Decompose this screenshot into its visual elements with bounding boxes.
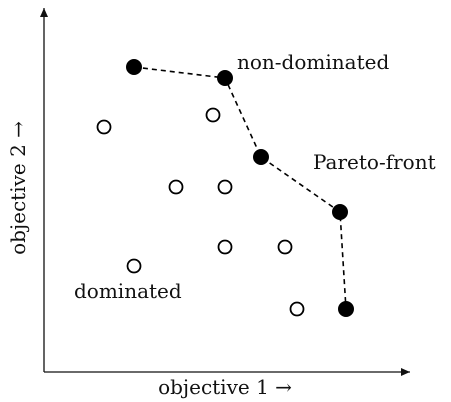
pareto-front-line	[133, 66, 347, 310]
dominated-point-4	[217, 239, 233, 255]
annotation-2: dominated	[74, 279, 182, 303]
x-axis-label: objective 1 →	[158, 375, 292, 399]
y-axis-label: objective 2 →	[6, 121, 30, 255]
dominated-point-6	[126, 258, 142, 274]
pareto-front-line-layer	[133, 66, 347, 310]
annotation-1: Pareto-front	[313, 150, 436, 174]
front-point-2	[253, 149, 269, 165]
front-point-0	[126, 59, 142, 75]
dominated-point-2	[168, 179, 184, 195]
front-point-3	[332, 204, 348, 220]
dominated-point-5	[277, 239, 293, 255]
front-point-1	[217, 70, 233, 86]
annotation-0: non-dominated	[237, 50, 389, 74]
annotation-layer: non-dominated Pareto-front dominated	[74, 50, 436, 303]
dominated-point-7	[289, 301, 305, 317]
dominated-point-0	[96, 119, 112, 135]
points-layer	[96, 59, 354, 317]
front-point-4	[338, 301, 354, 317]
dominated-point-3	[217, 179, 233, 195]
dominated-point-1	[205, 107, 221, 123]
